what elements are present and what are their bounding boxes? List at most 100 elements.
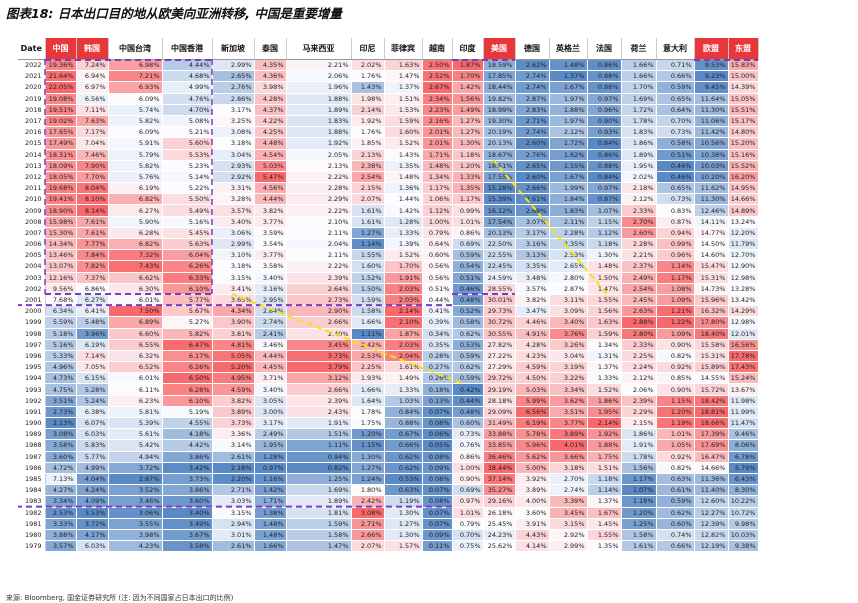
heat-cell: 6.23%	[108, 395, 163, 407]
heatmap-body: 2022 19.36% 7.24% 6.98% 4.44% 2.99% 4.35% 2.21%…	[18, 59, 759, 553]
heat-cell: 15.16%	[728, 149, 759, 161]
heat-cell: 3.54%	[254, 238, 287, 251]
heat-cell: 2.28%	[286, 182, 352, 195]
heat-cell: 1.18%	[621, 495, 657, 508]
heat-cell: 2.71%	[351, 518, 385, 530]
heat-cell: 7.04%	[76, 137, 109, 150]
heat-cell: 2.12%	[621, 372, 657, 385]
heat-cell: 30.55%	[483, 328, 516, 340]
heat-cell: 2.25%	[351, 361, 385, 374]
heat-cell: 6.09%	[108, 93, 163, 105]
year-label: 1991	[18, 406, 46, 419]
heat-cell: 1.47%	[384, 70, 423, 83]
heat-cell: 2.25%	[621, 350, 657, 363]
heat-cell: 2.53%	[549, 249, 588, 262]
heat-cell: 3.86%	[162, 484, 213, 497]
heat-cell: 1.55%	[351, 249, 385, 262]
heat-cell: 3.81%	[212, 328, 255, 340]
heat-cell: 2.22%	[286, 171, 352, 184]
year-label: 2019	[18, 93, 46, 105]
heat-cell: 2.99%	[549, 540, 588, 553]
heat-cell: 8.06%	[728, 439, 759, 452]
heat-cell: 0.86%	[587, 59, 622, 72]
heat-cell: 3.73%	[212, 417, 255, 430]
heat-cell: 1.43%	[351, 81, 385, 94]
heat-cell: 2.71%	[515, 115, 550, 128]
heat-cell: 1.42%	[384, 204, 423, 217]
heat-cell: 4.18%	[162, 428, 213, 441]
heat-cell: 0.82%	[656, 350, 695, 363]
heat-cell: 2.02%	[621, 171, 657, 184]
heat-cell: 17.65%	[45, 126, 77, 139]
heat-cell: 13.67%	[728, 383, 759, 396]
heat-cell: 1.59%	[384, 115, 423, 128]
heat-cell: 10.03%	[728, 529, 759, 542]
heat-cell: 3.15%	[549, 518, 588, 530]
heat-cell: 15.28%	[483, 182, 516, 195]
heat-cell: 15.58%	[694, 339, 729, 351]
heat-cell: 3.16%	[515, 238, 550, 251]
heat-cell: 9.23%	[694, 70, 729, 83]
heat-cell: 11.06%	[694, 115, 729, 128]
heat-cell: 3.98%	[108, 529, 163, 542]
heat-cell: 3.18%	[549, 462, 588, 474]
heat-cell: 5.82%	[162, 328, 213, 340]
heat-cell: 5.83%	[76, 439, 109, 452]
heat-cell: 1.27%	[351, 462, 385, 474]
heat-cell: 6.43%	[728, 473, 759, 486]
year-label: 2018	[18, 104, 46, 116]
table-row: 2004 13.07% 7.82% 7.43% 6.26% 3.18% 3.58% 2.22%…	[18, 260, 759, 273]
heat-cell: 3.16%	[254, 283, 287, 295]
heat-cell: 1.70%	[452, 70, 484, 83]
heat-cell: 0.59%	[656, 495, 695, 508]
heat-cell: 6.33%	[162, 272, 213, 284]
heat-cell: 2.12%	[549, 126, 588, 139]
heat-cell: 1.09%	[656, 328, 695, 340]
year-label: 1989	[18, 428, 46, 441]
heat-cell: 1.30%	[384, 529, 423, 542]
heat-cell: 5.23%	[162, 160, 213, 172]
heat-cell: 3.18%	[212, 260, 255, 273]
heat-cell: 0.34%	[422, 328, 453, 340]
heat-cell: 1.92%	[351, 115, 385, 128]
heat-cell: 0.07%	[422, 406, 453, 419]
heat-cell: 6.30%	[108, 283, 163, 295]
heat-cell: 2.11%	[286, 249, 352, 262]
table-row: 2019 19.08% 6.56% 6.09% 4.76% 2.86% 4.28% 1.88%…	[18, 93, 759, 105]
heat-cell: 1.27%	[384, 518, 423, 530]
table-row: 2011 19.68% 8.04% 6.19% 5.22% 3.31% 4.56% 2.28%…	[18, 182, 759, 195]
heat-cell: 3.72%	[108, 462, 163, 474]
year-label: 2013	[18, 160, 46, 172]
heat-cell: 1.58%	[286, 529, 352, 542]
heat-cell: 1.47%	[286, 540, 352, 553]
heat-cell: 5.48%	[76, 316, 109, 329]
heat-cell: 1.52%	[587, 383, 622, 396]
heat-cell: 1.97%	[549, 93, 588, 105]
heat-cell: 5.90%	[108, 216, 163, 228]
heat-cell: 1.48%	[254, 518, 287, 530]
header-row: Date 中国 韩国 中国台湾 中国香港 新加坡 泰国 马来西亚 印尼 菲律宾 越南 印度 美国 德国 英格…	[18, 38, 759, 60]
header-col-16: 意大利	[656, 38, 695, 60]
table-row: 2002 9.56% 6.86% 6.30% 6.10% 3.41% 3.16% 2.64% 1…	[18, 283, 759, 295]
heat-cell: 11.30%	[694, 104, 729, 116]
heat-cell: 6.32%	[108, 350, 163, 363]
heat-cell: 0.86%	[452, 227, 484, 240]
figure-title: 图表18: 日本出口目的地从欧美向亚洲转移, 中国是重要增量	[6, 6, 342, 21]
heat-cell: 7.32%	[108, 249, 163, 262]
year-label: 1993	[18, 383, 46, 396]
heat-cell: 0.97%	[452, 495, 484, 508]
heat-cell: 3.10%	[212, 249, 255, 262]
heat-cell: 2.18%	[621, 182, 657, 195]
heat-cell: 0.88%	[587, 70, 622, 83]
heat-cell: 6.04%	[162, 249, 213, 262]
heat-cell: 7.68%	[45, 294, 77, 307]
heat-cell: 0.07%	[422, 484, 453, 497]
heat-cell: 1.56%	[452, 93, 484, 105]
year-label: 1984	[18, 484, 46, 497]
heat-cell: 11.36%	[694, 473, 729, 486]
heat-cell: 38.44%	[483, 462, 516, 474]
heat-cell: 5.14%	[162, 171, 213, 184]
header-col-14: 法国	[587, 38, 622, 60]
heat-cell: 2.87%	[515, 93, 550, 105]
heat-cell: 6.41%	[76, 305, 109, 318]
